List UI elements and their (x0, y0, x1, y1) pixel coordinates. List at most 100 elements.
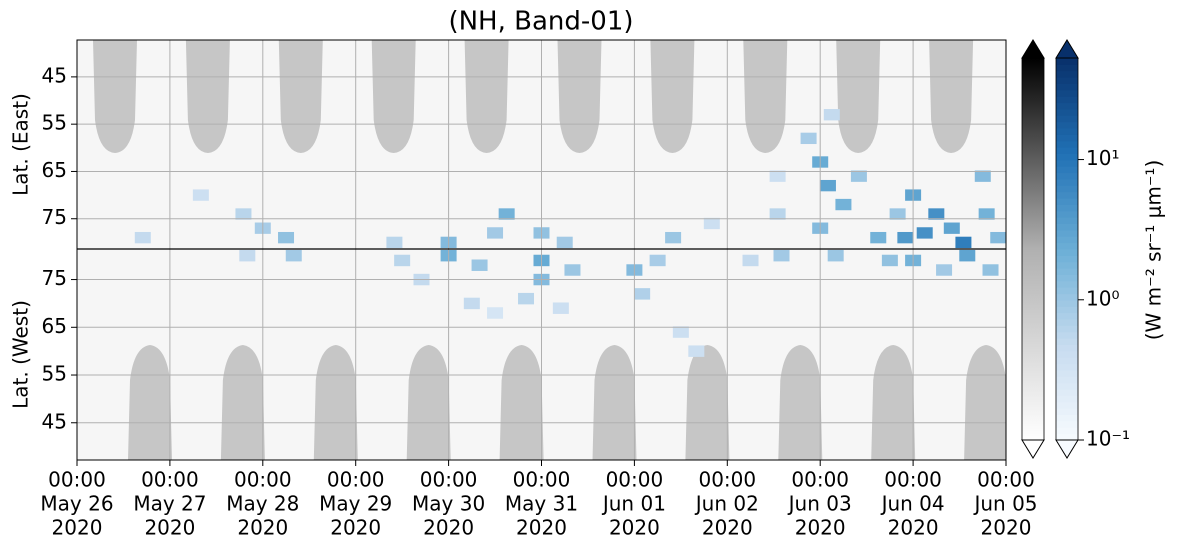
x-tick-label: 2020 (330, 516, 381, 540)
heat-cell (773, 249, 790, 262)
heat-cell (487, 227, 504, 239)
plot-frame (76, 39, 1007, 461)
colorbar-segment (1056, 376, 1078, 384)
night-mask (557, 40, 602, 153)
colorbar-segment (1056, 363, 1078, 371)
x-tick-label: May 31 (505, 492, 578, 516)
y-tick-label: 65 (42, 314, 67, 338)
heat-cell (235, 208, 252, 220)
colorbar-segment (1056, 191, 1078, 199)
colorbar-segment (1056, 147, 1078, 154)
colorbar-segment (1056, 236, 1078, 244)
colorbar-segment (1056, 134, 1078, 142)
colorbar-label: (W m⁻² sr⁻¹ μm⁻¹) (1142, 160, 1166, 341)
heat-cell (955, 236, 972, 249)
colorbar-segment (1056, 83, 1078, 91)
heat-cell (386, 236, 403, 249)
night-mask (406, 345, 451, 460)
colorbar-segment (1056, 420, 1078, 428)
colorbar-segment (1056, 153, 1078, 161)
night-mask (128, 345, 172, 460)
heat-cell (556, 236, 573, 249)
colorbar-segment (1056, 77, 1078, 84)
colorbar-segment (1056, 408, 1078, 416)
colorbar-segment (1056, 293, 1078, 301)
colorbar-segment (1056, 389, 1078, 396)
night-mask (685, 345, 730, 460)
x-tick-label: May 29 (319, 492, 392, 516)
colorbar-segment (1056, 433, 1078, 441)
colorbar-segment (1056, 331, 1078, 339)
colorbar-segment (1056, 178, 1078, 186)
heat-cell (819, 179, 836, 192)
y-tick-label: 45 (42, 409, 67, 433)
night-mask (185, 40, 230, 153)
night-mask (278, 40, 323, 153)
x-tick-label: 2020 (981, 516, 1032, 540)
y-axis-label: Lat. (West) (9, 300, 33, 409)
night-mask (93, 40, 137, 153)
x-tick-label: May 26 (40, 492, 113, 516)
x-tick-label: 2020 (888, 516, 939, 540)
colorbar-segment (1056, 96, 1078, 104)
colorbar-segment (1056, 350, 1078, 358)
heat-cell (850, 170, 867, 182)
colorbar-segment (1056, 268, 1078, 275)
heat-cell (889, 208, 906, 220)
colorbar-arrow (1055, 439, 1079, 459)
heat-cell (959, 249, 976, 262)
x-tick-label: 2020 (237, 516, 288, 540)
night-mask (650, 40, 695, 153)
colorbar-segment (1056, 128, 1078, 135)
x-tick-label: 00:00 (48, 468, 106, 492)
colorbar-segment (1056, 64, 1078, 72)
heat-cell (665, 231, 682, 244)
chart-title: (NH, Band-01) (448, 7, 633, 37)
heat-cell (487, 307, 504, 319)
colorbar-segment (1056, 338, 1078, 345)
colorbar-segment (1056, 115, 1078, 123)
colorbar-segment (1056, 166, 1078, 174)
colorbar-segment (1056, 325, 1078, 333)
heat-cell (634, 288, 651, 300)
night-mask (778, 345, 823, 460)
heat-cell (649, 254, 666, 267)
y-tick-label: 75 (42, 266, 67, 290)
colorbar-arrow (1055, 39, 1079, 59)
colorbar-segment (1056, 108, 1078, 116)
colorbar-segment (1056, 249, 1078, 256)
night-mask (929, 40, 974, 153)
colorbar-segment (1056, 414, 1078, 422)
night-mask (371, 40, 416, 153)
heat-cell (881, 254, 898, 267)
x-tick-label: 2020 (516, 516, 567, 540)
colorbar-arrow (1021, 439, 1045, 459)
x-tick-label: 00:00 (791, 468, 849, 492)
colorbar-segment (1056, 185, 1078, 193)
heat-cell (827, 249, 844, 262)
heat-cell (823, 109, 840, 121)
y-tick-label: 55 (42, 111, 67, 135)
night-mask (592, 345, 637, 460)
y-axis-label: Lat. (East) (9, 93, 33, 196)
colorbar-segment (1056, 312, 1078, 320)
heat-cell (990, 231, 1007, 244)
colorbar-segment (1056, 369, 1078, 377)
colorbar-segment (1056, 242, 1078, 250)
colorbar-segment (1056, 58, 1078, 65)
x-tick-label: 2020 (52, 516, 103, 540)
colorbar-arrow (1021, 39, 1045, 59)
heat-cell (742, 254, 759, 267)
night-mask (871, 345, 916, 460)
colorbar-segment (1056, 70, 1078, 78)
colorbar-tick-label: 10⁰ (1086, 286, 1119, 310)
x-tick-label: Jun 05 (972, 492, 1037, 516)
gray-colorbar (1021, 57, 1045, 441)
colorbar-segment (1056, 223, 1078, 231)
colorbar-segment (1056, 357, 1078, 365)
colorbar-segment (1056, 140, 1078, 148)
heat-cell (769, 170, 786, 182)
x-tick-label: Jun 01 (601, 492, 666, 516)
colorbar-segment (1056, 306, 1078, 314)
